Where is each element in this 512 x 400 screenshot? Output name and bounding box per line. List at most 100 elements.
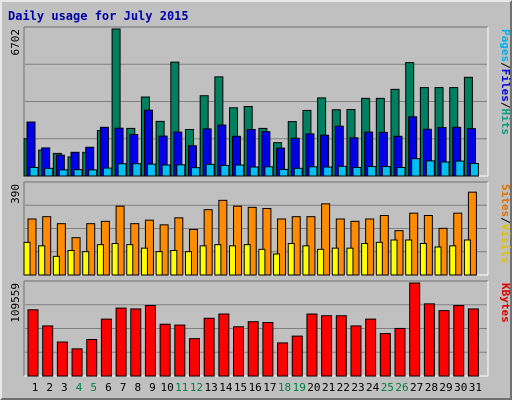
x-tick-label-12: 12 bbox=[190, 381, 203, 394]
x-tick-label-16: 16 bbox=[249, 381, 262, 394]
bar-pages-day-6 bbox=[102, 167, 112, 177]
bar-kbytes-day-11 bbox=[174, 324, 186, 377]
x-axis: 1 2 3 4 5 6 7 8 9 10 11 12 13 14 15 16 17 18 19 20 21 22 23 24 2… bbox=[32, 381, 482, 394]
bar-pages-day-25 bbox=[381, 166, 391, 177]
bar-sites-day-11 bbox=[170, 250, 178, 276]
bar-kbytes-day-13 bbox=[203, 317, 215, 377]
x-tick-label-10: 10 bbox=[160, 381, 173, 394]
y-max-label: 6702 bbox=[9, 29, 22, 56]
bar-pages-day-28 bbox=[425, 160, 435, 177]
bar-sites-day-29 bbox=[434, 246, 442, 276]
bar-sites-day-22 bbox=[331, 247, 339, 276]
bar-sites-day-3 bbox=[52, 255, 60, 276]
bar-pages-day-18 bbox=[279, 168, 289, 177]
x-tick-label-18: 18 bbox=[278, 381, 291, 394]
bar-sites-day-16 bbox=[243, 244, 251, 276]
bar-kbytes-day-5 bbox=[86, 338, 98, 377]
bar-sites-day-18 bbox=[273, 253, 281, 276]
series-kbytes bbox=[27, 282, 479, 377]
y-max-label: 390 bbox=[9, 184, 22, 204]
x-tick-label-31: 31 bbox=[469, 381, 482, 394]
x-tick-label-2: 2 bbox=[46, 381, 53, 394]
bar-pages-day-14 bbox=[220, 164, 230, 177]
bar-pages-day-17 bbox=[264, 166, 274, 177]
x-tick-label-20: 20 bbox=[307, 381, 320, 394]
bar-sites-day-19 bbox=[287, 243, 295, 276]
bar-visits-day-13 bbox=[203, 209, 213, 276]
legend-entry-1: / bbox=[499, 217, 512, 224]
bar-kbytes-day-14 bbox=[218, 313, 230, 377]
bar-visits-day-21 bbox=[321, 203, 331, 276]
legend-entry-4: Hits bbox=[499, 109, 512, 136]
x-tick-label-6: 6 bbox=[105, 381, 112, 394]
x-tick-label-28: 28 bbox=[425, 381, 438, 394]
series-pages bbox=[29, 158, 479, 177]
legend-entry-0: Sites bbox=[499, 184, 512, 217]
bar-sites-day-1 bbox=[23, 241, 31, 276]
bar-kbytes-day-21 bbox=[321, 315, 333, 377]
bar-visits-day-3 bbox=[56, 223, 66, 276]
bar-sites-day-6 bbox=[96, 244, 104, 276]
bar-sites-day-27 bbox=[405, 239, 413, 276]
panel-hits: 6702 Pages/Files/Hits bbox=[9, 26, 512, 177]
x-tick-label-30: 30 bbox=[454, 381, 467, 394]
x-tick-label-17: 17 bbox=[263, 381, 276, 394]
legend-entry-0: Pages bbox=[499, 29, 512, 62]
bar-pages-day-22 bbox=[337, 165, 347, 177]
bar-kbytes-day-2 bbox=[42, 325, 54, 377]
bar-pages-day-31 bbox=[469, 162, 479, 177]
bar-sites-day-12 bbox=[184, 251, 192, 276]
bar-kbytes-day-17 bbox=[262, 322, 274, 377]
x-tick-label-22: 22 bbox=[337, 381, 350, 394]
bar-kbytes-day-22 bbox=[335, 315, 347, 377]
bar-kbytes-day-24 bbox=[365, 318, 377, 377]
bar-visits-day-11 bbox=[174, 217, 184, 276]
bar-kbytes-day-7 bbox=[115, 307, 127, 377]
bar-kbytes-day-12 bbox=[188, 338, 200, 377]
bar-pages-day-20 bbox=[308, 166, 318, 177]
bar-sites-day-31 bbox=[463, 239, 471, 276]
x-tick-label-24: 24 bbox=[366, 381, 380, 394]
bar-pages-day-2 bbox=[44, 167, 54, 177]
x-tick-label-26: 26 bbox=[395, 381, 408, 394]
bar-sites-day-17 bbox=[258, 248, 266, 276]
panel-kbytes: 109559 KBytes bbox=[9, 280, 512, 377]
legend-entry-1: / bbox=[499, 62, 512, 69]
bar-pages-day-9 bbox=[146, 163, 156, 177]
bar-sites-day-9 bbox=[140, 247, 148, 276]
bar-kbytes-day-15 bbox=[233, 326, 245, 377]
x-tick-label-9: 9 bbox=[149, 381, 156, 394]
bar-kbytes-day-23 bbox=[350, 325, 362, 377]
x-tick-label-7: 7 bbox=[120, 381, 127, 394]
series-files bbox=[26, 109, 476, 177]
bar-visits-day-7 bbox=[115, 205, 125, 276]
legend-entry-2: Visits bbox=[499, 224, 512, 264]
bar-sites-day-26 bbox=[390, 239, 398, 276]
bar-sites-day-7 bbox=[111, 243, 119, 276]
bar-pages-day-5 bbox=[88, 169, 98, 177]
bar-visits-day-31 bbox=[467, 191, 477, 276]
bar-kbytes-day-20 bbox=[306, 313, 318, 377]
bar-sites-day-10 bbox=[155, 251, 163, 276]
bar-sites-day-21 bbox=[317, 248, 325, 276]
bar-sites-day-30 bbox=[449, 245, 457, 276]
bar-pages-day-3 bbox=[58, 169, 68, 177]
bar-sites-day-8 bbox=[126, 244, 134, 276]
bar-sites-day-25 bbox=[375, 241, 383, 276]
bar-pages-day-30 bbox=[455, 160, 465, 177]
panel-legend: Pages/Files/Hits bbox=[499, 29, 512, 135]
bar-kbytes-day-18 bbox=[277, 342, 289, 377]
bar-sites-day-13 bbox=[199, 245, 207, 276]
bar-sites-day-23 bbox=[346, 247, 354, 276]
panel-legend: Sites/Visits bbox=[499, 184, 512, 264]
bar-sites-day-28 bbox=[419, 243, 427, 276]
x-tick-label-23: 23 bbox=[351, 381, 364, 394]
bar-kbytes-day-19 bbox=[291, 335, 303, 377]
bar-pages-day-16 bbox=[249, 166, 259, 177]
bar-kbytes-day-3 bbox=[56, 341, 68, 377]
x-tick-label-5: 5 bbox=[90, 381, 97, 394]
panel-visits: 390 Sites/Visits bbox=[9, 181, 512, 276]
bar-pages-day-11 bbox=[176, 164, 186, 177]
bar-kbytes-day-25 bbox=[379, 333, 391, 377]
x-tick-label-11: 11 bbox=[175, 381, 188, 394]
